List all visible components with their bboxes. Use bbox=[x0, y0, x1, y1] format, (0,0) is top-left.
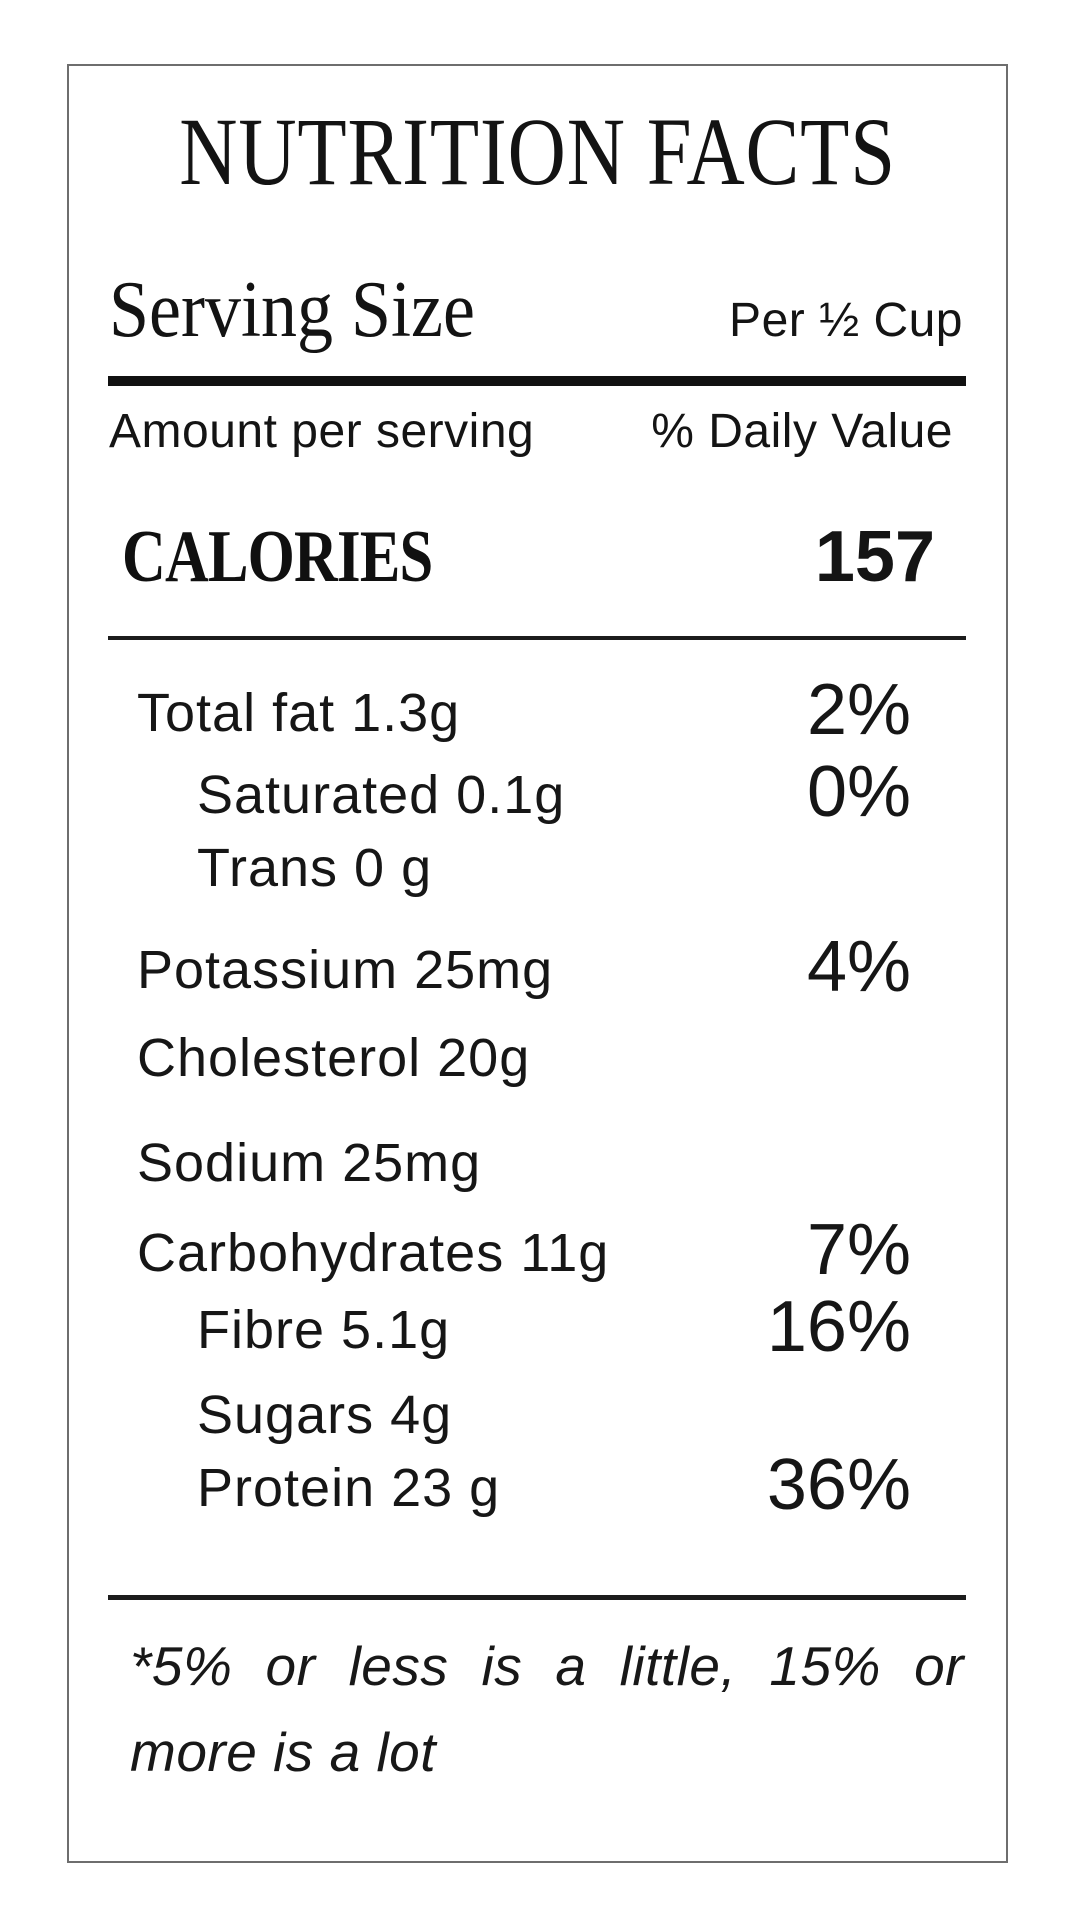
page-title: NUTRITION FACTS bbox=[179, 98, 896, 205]
calories-label: CALORIES bbox=[122, 516, 433, 598]
nutrient-row-sugars: Sugars 4g bbox=[197, 1388, 911, 1442]
footnote-divider bbox=[108, 1595, 966, 1600]
daily-value-header: % Daily Value bbox=[651, 405, 953, 458]
nutrient-text: Saturated 0.1g bbox=[197, 765, 566, 825]
nutrient-text: Fibre 5.1g bbox=[197, 1300, 451, 1360]
thick-divider bbox=[108, 376, 966, 386]
nutrient-daily-value: 4% bbox=[806, 927, 911, 1007]
serving-size-label: Serving Size bbox=[109, 266, 475, 354]
nutrient-daily-value: 7% bbox=[806, 1210, 911, 1290]
nutrient-row-protein: Protein 23 g 36% bbox=[197, 1449, 911, 1521]
nutrient-text: Total fat 1.3g bbox=[137, 683, 461, 743]
nutrient-row-potassium: Potassium 25mg 4% bbox=[137, 931, 911, 1003]
nutrient-daily-value: 2% bbox=[806, 670, 911, 750]
calories-row: CALORIES 157 bbox=[122, 520, 935, 594]
footnote-line-1: *5% or less is a little, 15% or bbox=[130, 1635, 964, 1697]
nutrient-text: Cholesterol 20g bbox=[137, 1028, 531, 1088]
nutrient-text: Carbohydrates 11g bbox=[137, 1223, 610, 1283]
calories-value: 157 bbox=[814, 517, 935, 597]
nutrition-facts-card: NUTRITION FACTS Serving Size Per ½ Cup A… bbox=[67, 64, 1008, 1863]
nutrient-row-sodium: Sodium 25mg bbox=[137, 1136, 911, 1190]
nutrient-row-total-fat: Total fat 1.3g 2% bbox=[137, 674, 911, 746]
nutrient-row-trans-fat: Trans 0 g bbox=[197, 841, 911, 895]
amount-per-serving-header: Amount per serving bbox=[109, 405, 535, 458]
serving-size-value: Per ½ Cup bbox=[729, 294, 963, 347]
footnote-line-2: more is a lot bbox=[130, 1721, 437, 1783]
nutrient-daily-value: 16% bbox=[766, 1287, 911, 1367]
nutrient-text: Protein 23 g bbox=[197, 1458, 501, 1518]
nutrient-daily-value: 36% bbox=[766, 1445, 911, 1525]
nutrient-text: Trans 0 g bbox=[197, 838, 433, 898]
calories-divider bbox=[108, 636, 966, 640]
nutrient-text: Sugars 4g bbox=[197, 1385, 453, 1445]
nutrient-row-carbohydrates: Carbohydrates 11g 7% bbox=[137, 1214, 911, 1286]
nutrient-row-fibre: Fibre 5.1g 16% bbox=[197, 1291, 911, 1363]
serving-size-row: Serving Size Per ½ Cup bbox=[109, 270, 963, 350]
footnote: *5% or less is a little, 15% or more is … bbox=[130, 1623, 964, 1795]
nutrient-daily-value: 0% bbox=[806, 752, 911, 832]
nutrient-row-saturated-fat: Saturated 0.1g 0% bbox=[197, 756, 911, 828]
nutrient-text: Potassium 25mg bbox=[137, 940, 554, 1000]
nutrient-text: Sodium 25mg bbox=[137, 1133, 482, 1193]
nutrient-row-cholesterol: Cholesterol 20g bbox=[137, 1031, 911, 1085]
column-header-row: Amount per serving % Daily Value bbox=[109, 408, 953, 456]
label-header: NUTRITION FACTS bbox=[69, 104, 1006, 200]
